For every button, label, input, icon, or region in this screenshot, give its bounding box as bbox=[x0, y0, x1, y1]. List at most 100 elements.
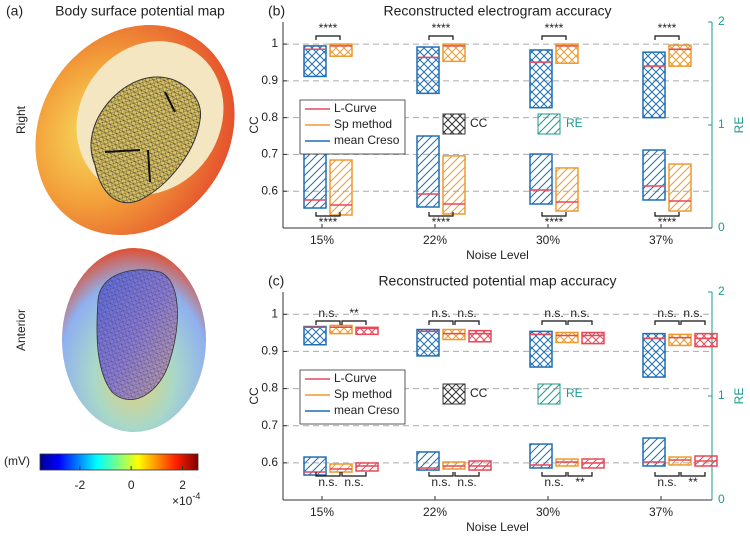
sig-label: n.s. bbox=[344, 475, 363, 489]
x-tick-label: 15% bbox=[310, 233, 334, 247]
cc-box bbox=[355, 326, 379, 336]
y2-axis-label: RE bbox=[732, 388, 746, 405]
cc-box bbox=[529, 49, 553, 109]
cc-box bbox=[642, 332, 666, 378]
x-axis-label: Noise Level bbox=[466, 520, 529, 534]
legend-label: Sp method bbox=[334, 117, 392, 131]
cc-box bbox=[694, 332, 718, 348]
panel-label: (c) bbox=[268, 273, 284, 289]
cc-box bbox=[555, 331, 579, 344]
sig-bracket bbox=[428, 320, 454, 325]
cc-box bbox=[442, 328, 466, 341]
sig-label: ** bbox=[688, 475, 698, 489]
cc-box bbox=[416, 328, 440, 357]
y2-axis-label: RE bbox=[732, 117, 746, 134]
cc-box bbox=[442, 43, 466, 63]
sig-label: n.s. bbox=[657, 306, 676, 320]
sig-label: n.s. bbox=[657, 475, 676, 489]
panel-title: Body surface potential map bbox=[55, 3, 225, 19]
sig-label: ** bbox=[349, 306, 359, 320]
cc-box bbox=[581, 331, 605, 345]
colorbar-tick-label: 2 bbox=[179, 478, 186, 492]
hatch-legend-swatch bbox=[442, 113, 466, 135]
sig-bracket bbox=[315, 35, 341, 40]
re-box bbox=[529, 153, 553, 205]
x-tick-label: 30% bbox=[536, 233, 560, 247]
hatch-legend-label: CC bbox=[470, 386, 488, 400]
sig-label: n.s. bbox=[457, 475, 476, 489]
sig-label: **** bbox=[432, 215, 451, 229]
sig-label: n.s. bbox=[544, 306, 563, 320]
colorbar-exponent: ×10-4 bbox=[172, 491, 200, 508]
x-tick-label: 22% bbox=[423, 233, 447, 247]
sig-bracket bbox=[654, 320, 680, 325]
panel-label: (b) bbox=[268, 3, 285, 19]
sig-label: **** bbox=[658, 21, 677, 35]
colorbar bbox=[39, 453, 199, 471]
colorbar-unit: (mV) bbox=[4, 454, 30, 468]
sig-label: n.s. bbox=[431, 306, 450, 320]
sig-label: **** bbox=[319, 215, 338, 229]
re-box bbox=[303, 144, 327, 209]
sig-bracket bbox=[315, 472, 341, 477]
y2-tick-label: 0 bbox=[718, 492, 725, 506]
y-tick-label: 0.6 bbox=[261, 455, 278, 469]
legend-label: Sp method bbox=[334, 387, 392, 401]
y2-tick-label: 2 bbox=[718, 14, 725, 28]
sig-label: ** bbox=[575, 475, 585, 489]
re-box bbox=[555, 167, 579, 212]
re-box bbox=[668, 163, 692, 212]
cc-box bbox=[329, 43, 353, 57]
x-axis-label: Noise Level bbox=[466, 248, 529, 262]
y2-tick-label: 1 bbox=[718, 117, 725, 131]
hatch-legend-label: CC bbox=[470, 116, 488, 130]
y2-tick-label: 1 bbox=[718, 388, 725, 402]
re-box bbox=[329, 463, 353, 473]
chart-title: Reconstructed potential map accuracy bbox=[378, 273, 616, 289]
y-tick-label: 0.8 bbox=[261, 381, 278, 395]
cc-box bbox=[468, 329, 492, 343]
re-box bbox=[529, 443, 553, 469]
exponent: -4 bbox=[192, 491, 200, 501]
y-tick-label: 0.9 bbox=[261, 73, 278, 87]
sig-bracket bbox=[680, 320, 706, 325]
legend-label: mean Creso bbox=[334, 133, 400, 147]
re-box bbox=[668, 456, 692, 466]
hatch-legend-swatch bbox=[537, 113, 561, 135]
y-tick-label: 0.9 bbox=[261, 344, 278, 358]
hatch-legend-label: RE bbox=[566, 386, 583, 400]
sig-bracket bbox=[567, 472, 593, 477]
heart-mesh bbox=[96, 269, 178, 400]
re-box bbox=[416, 451, 440, 471]
view-label: Right bbox=[14, 105, 28, 134]
re-box bbox=[303, 456, 327, 476]
sig-bracket bbox=[315, 212, 341, 217]
sig-bracket bbox=[541, 212, 567, 217]
colorbar-tick-label: 0 bbox=[128, 478, 135, 492]
re-box bbox=[642, 437, 666, 467]
sig-bracket bbox=[541, 35, 567, 40]
sig-label: n.s. bbox=[570, 306, 589, 320]
hatch-legend-swatch bbox=[442, 383, 466, 405]
legend-label: L-Curve bbox=[334, 101, 377, 115]
y-axis-label: CC bbox=[247, 116, 261, 134]
cc-box bbox=[668, 44, 692, 67]
panel-label: (a) bbox=[6, 3, 23, 19]
sig-label: n.s. bbox=[544, 475, 563, 489]
colorbar-tick-label: -2 bbox=[74, 478, 85, 492]
x-tick-label: 30% bbox=[536, 505, 560, 519]
cc-box bbox=[529, 330, 553, 368]
sig-bracket bbox=[654, 35, 680, 40]
sig-label: **** bbox=[658, 215, 677, 229]
sig-label: n.s. bbox=[318, 475, 337, 489]
arrows bbox=[104, 91, 176, 183]
sig-bracket bbox=[654, 472, 680, 477]
y-tick-label: 0.8 bbox=[261, 110, 278, 124]
y-tick-label: 0.7 bbox=[261, 418, 278, 432]
sig-bracket bbox=[680, 472, 706, 477]
hatch-legend-swatch bbox=[537, 383, 561, 405]
sig-bracket bbox=[567, 320, 593, 325]
y-tick-label: 1 bbox=[271, 36, 278, 50]
x-tick-label: 15% bbox=[310, 505, 334, 519]
